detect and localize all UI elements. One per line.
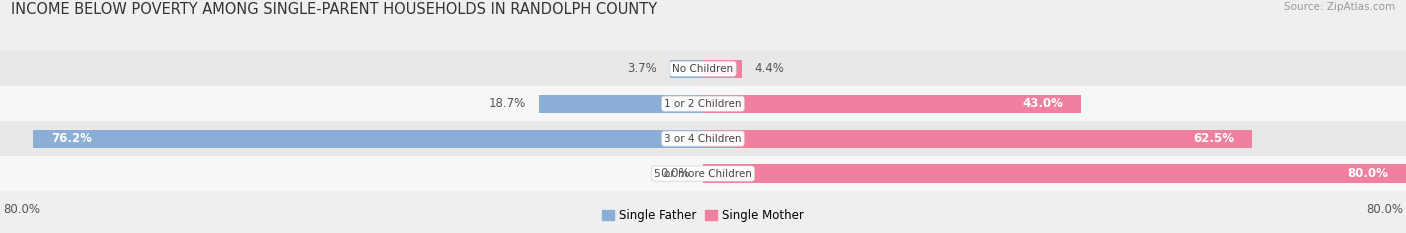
Bar [703, 164, 1406, 183]
Bar [0, 121, 1406, 156]
Text: 3.7%: 3.7% [627, 62, 657, 75]
Text: 80.0%: 80.0% [1367, 203, 1403, 216]
Text: 5 or more Children: 5 or more Children [654, 169, 752, 178]
Bar [0, 156, 1406, 191]
Legend: Single Father, Single Mother: Single Father, Single Mother [598, 205, 808, 227]
Text: 76.2%: 76.2% [51, 132, 91, 145]
Bar [703, 95, 1081, 113]
Bar [0, 51, 1406, 86]
Text: 80.0%: 80.0% [1347, 167, 1389, 180]
Bar [703, 60, 742, 78]
Text: 80.0%: 80.0% [3, 203, 39, 216]
Bar [34, 130, 703, 148]
Bar [703, 130, 1253, 148]
Text: 18.7%: 18.7% [488, 97, 526, 110]
Text: 62.5%: 62.5% [1194, 132, 1234, 145]
Text: 43.0%: 43.0% [1022, 97, 1063, 110]
Bar [671, 60, 703, 78]
Text: 0.0%: 0.0% [661, 167, 690, 180]
Bar [0, 86, 1406, 121]
Text: 4.4%: 4.4% [755, 62, 785, 75]
Text: Source: ZipAtlas.com: Source: ZipAtlas.com [1284, 2, 1395, 12]
Text: 3 or 4 Children: 3 or 4 Children [664, 134, 742, 144]
Text: No Children: No Children [672, 64, 734, 74]
Text: INCOME BELOW POVERTY AMONG SINGLE-PARENT HOUSEHOLDS IN RANDOLPH COUNTY: INCOME BELOW POVERTY AMONG SINGLE-PARENT… [11, 2, 658, 17]
Text: 1 or 2 Children: 1 or 2 Children [664, 99, 742, 109]
Bar [538, 95, 703, 113]
